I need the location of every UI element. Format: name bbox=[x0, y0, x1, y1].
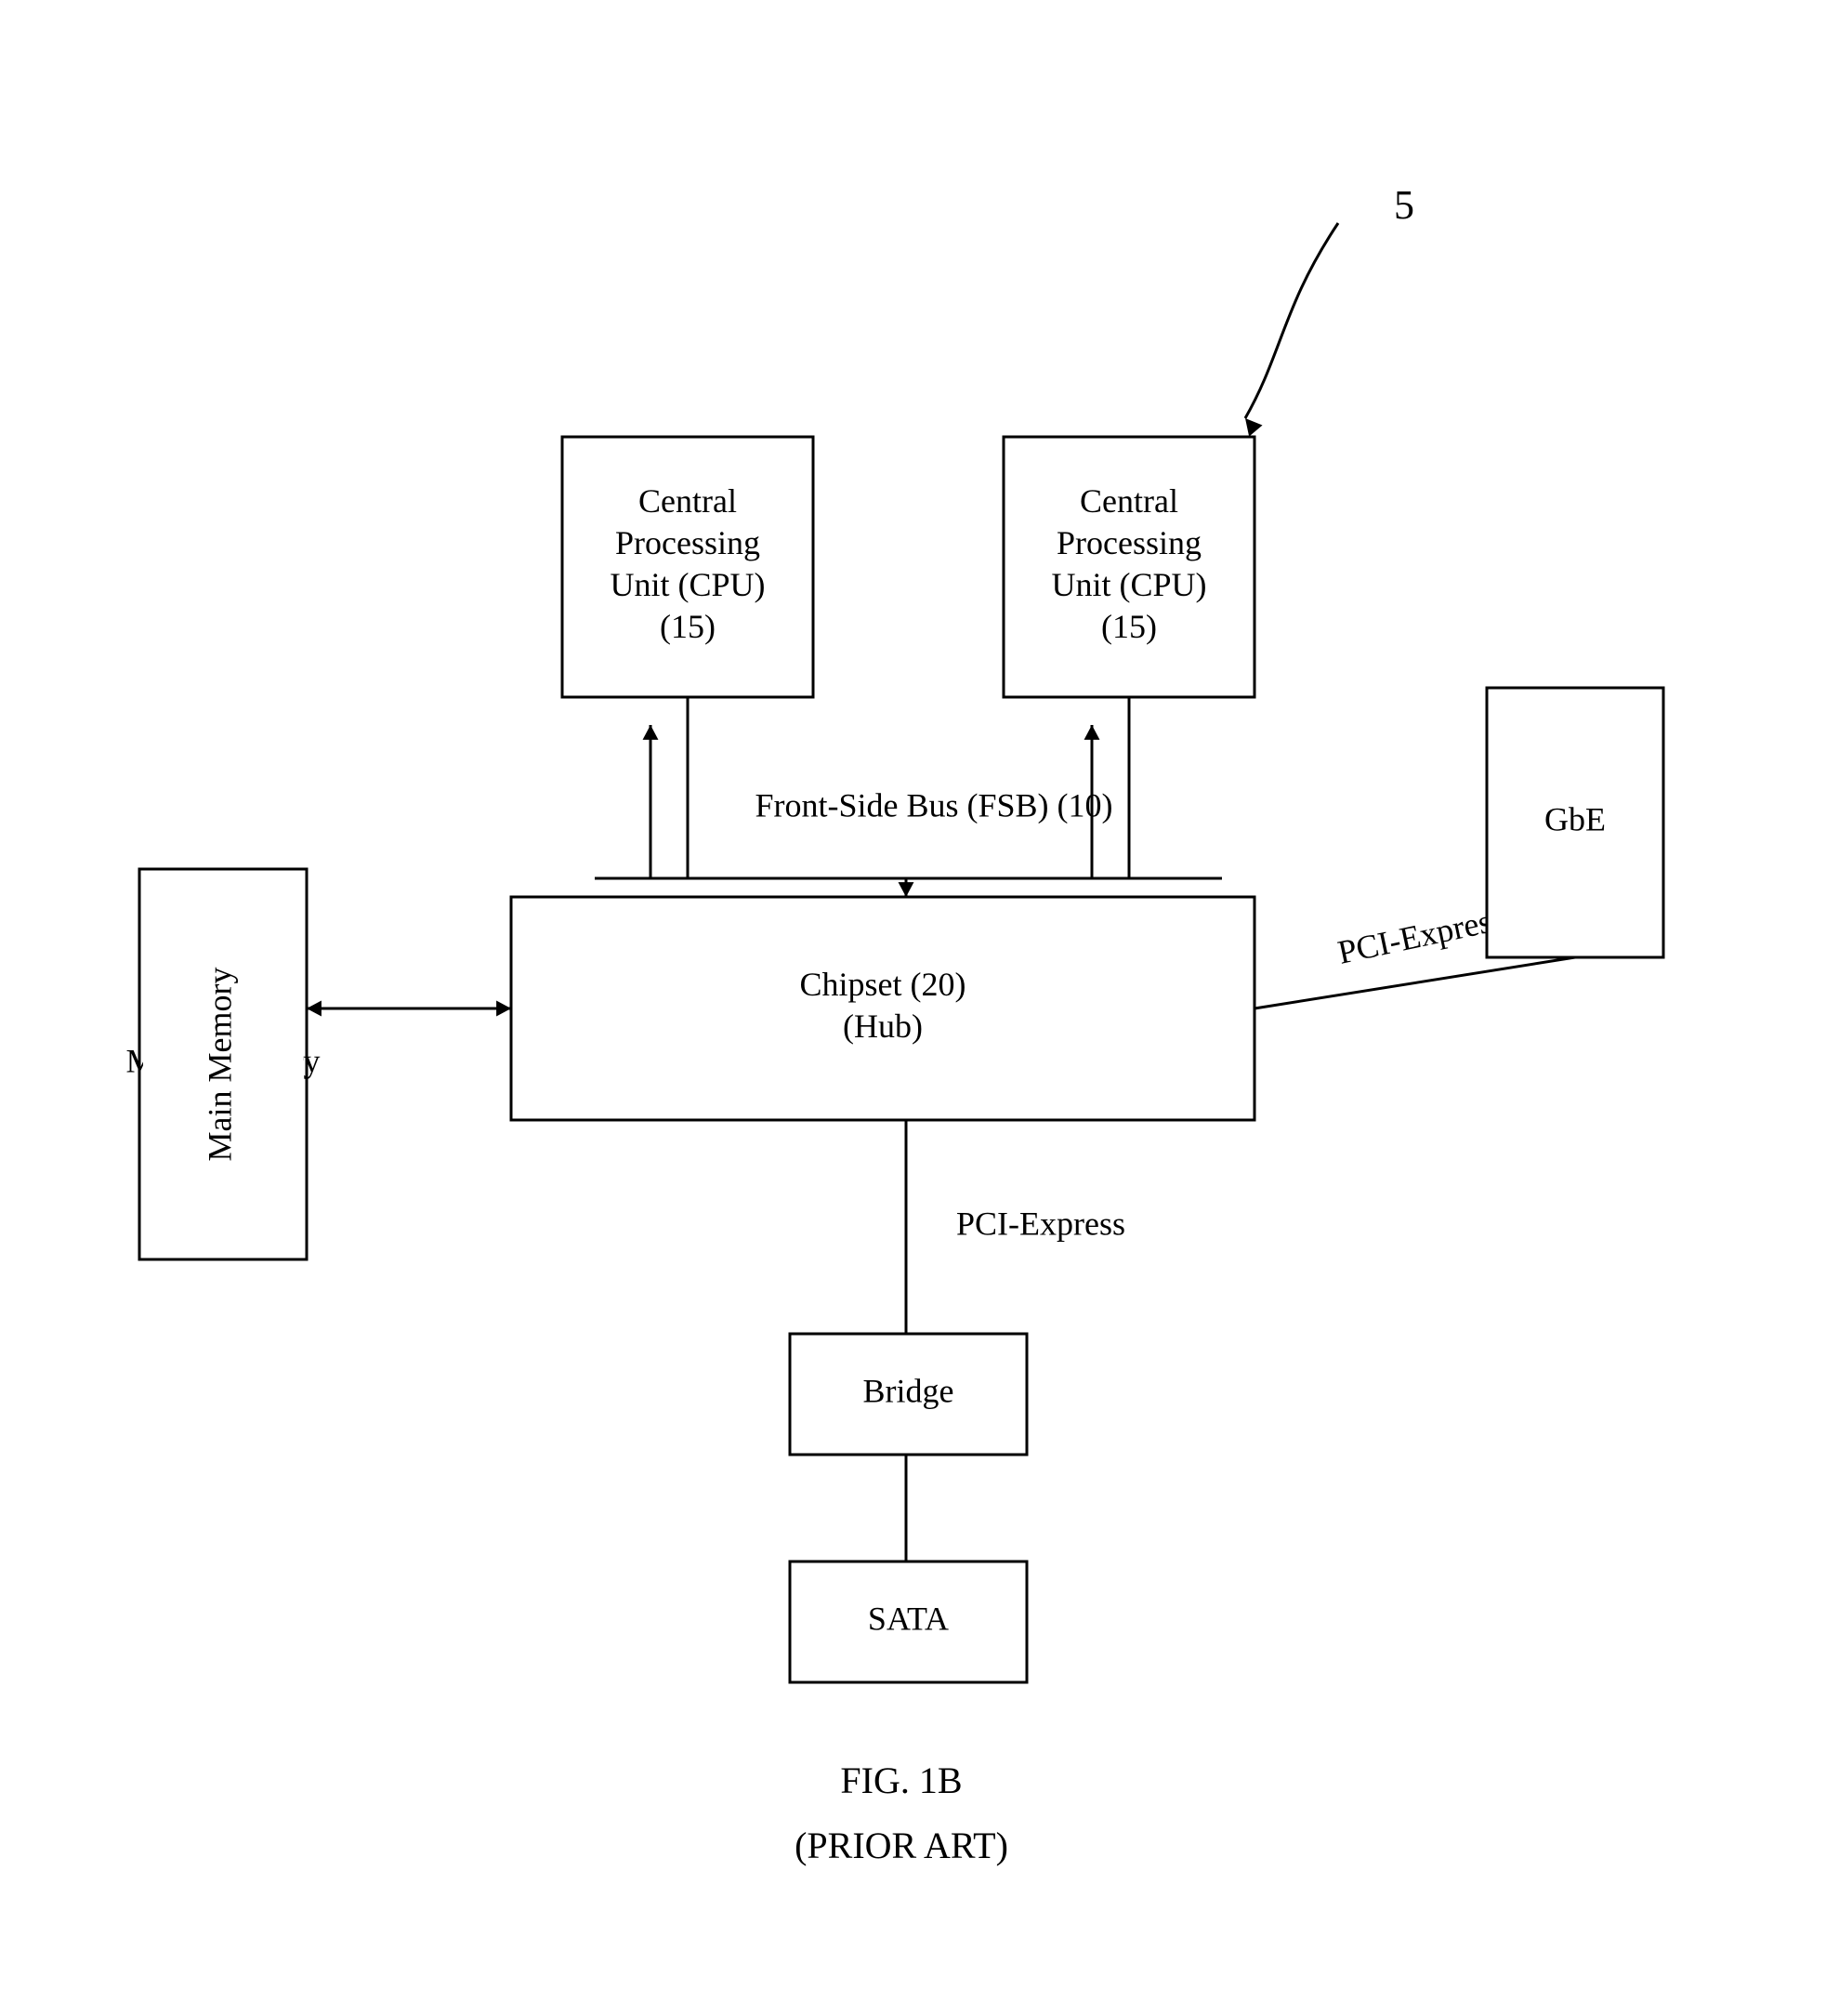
gbe-label-line-0: GbE bbox=[1544, 800, 1606, 837]
arrowhead bbox=[496, 1001, 511, 1017]
reference-number: 5 bbox=[1394, 182, 1414, 228]
pci-express-bridge-label: PCI-Express bbox=[956, 1205, 1125, 1242]
chipset-label-line-1: (Hub) bbox=[843, 1008, 923, 1045]
arrowhead bbox=[899, 882, 914, 897]
bridge-label-line-0: Bridge bbox=[863, 1372, 954, 1409]
cpu-right-label-line-2: Unit (CPU) bbox=[1051, 566, 1206, 603]
cpu-right-label-line-0: Central bbox=[1080, 482, 1178, 520]
figure-caption-1: FIG. 1B bbox=[840, 1759, 962, 1801]
cpu-left-label-line-2: Unit (CPU) bbox=[610, 566, 765, 603]
cpu-right-label-line-1: Processing bbox=[1057, 524, 1202, 561]
arrowhead bbox=[1084, 725, 1100, 740]
cpu-right-label-line-3: (15) bbox=[1101, 608, 1157, 645]
chipset-label-line-0: Chipset (20) bbox=[800, 966, 966, 1003]
fsb-label: Front-Side Bus (FSB) (10) bbox=[755, 786, 1112, 824]
arrowhead bbox=[307, 1001, 322, 1017]
cpu-left-label-line-1: Processing bbox=[615, 524, 760, 561]
memory-label-rot: Main Memory bbox=[201, 968, 238, 1162]
chipset-to-gbe bbox=[1254, 957, 1575, 1008]
arrowhead bbox=[643, 725, 659, 740]
cpu-left-label-line-3: (15) bbox=[660, 608, 716, 645]
reference-leader bbox=[1245, 223, 1338, 418]
pci-express-gbe-label: PCI-Express bbox=[1334, 900, 1507, 971]
figure-caption-2: (PRIOR ART) bbox=[795, 1825, 1008, 1866]
cpu-left-label-line-0: Central bbox=[638, 482, 737, 520]
sata-label-line-0: SATA bbox=[868, 1600, 949, 1637]
arrowhead bbox=[1245, 418, 1263, 437]
